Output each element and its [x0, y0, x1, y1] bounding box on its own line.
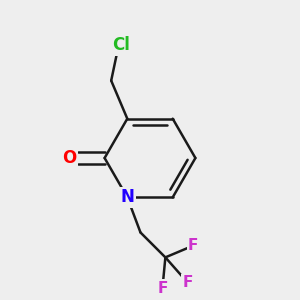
Text: F: F: [157, 280, 168, 296]
Text: F: F: [182, 275, 193, 290]
Text: Cl: Cl: [112, 37, 130, 55]
Text: N: N: [120, 188, 134, 206]
Text: O: O: [62, 149, 76, 167]
Text: F: F: [188, 238, 198, 253]
